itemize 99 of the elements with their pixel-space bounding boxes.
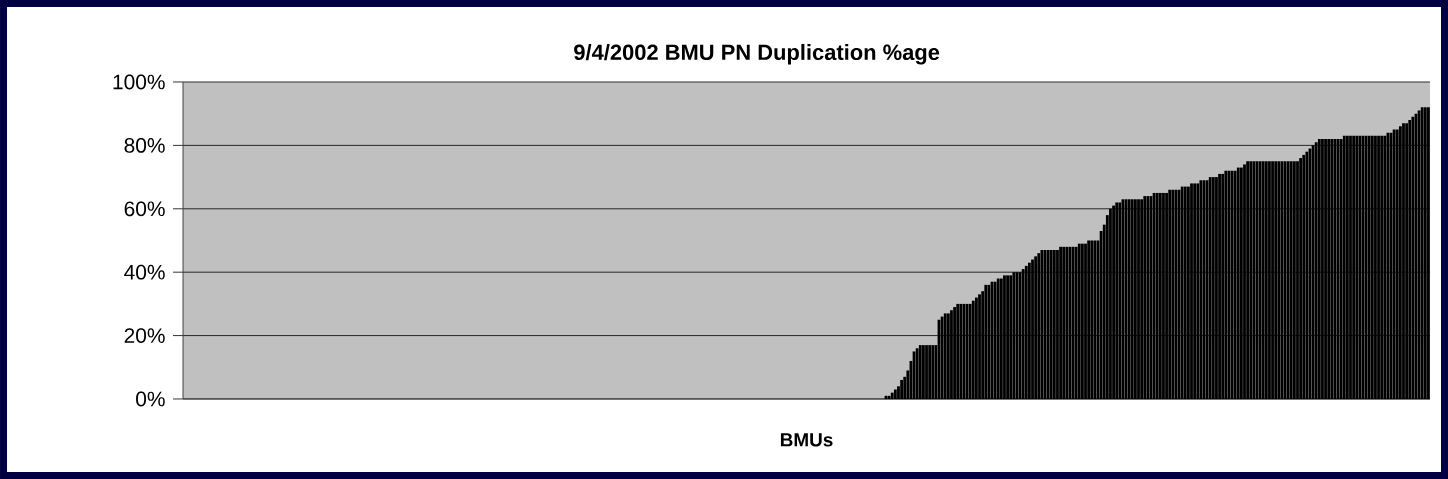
bar	[1059, 246, 1062, 399]
bar	[1243, 164, 1246, 399]
bar	[1423, 107, 1427, 399]
bar	[1211, 177, 1215, 399]
bar	[1221, 173, 1225, 399]
y-tick-label: 80%	[124, 137, 165, 153]
y-tick-label: 0%	[136, 391, 165, 407]
bar	[1190, 183, 1193, 399]
y-tick-label: 20%	[124, 328, 165, 343]
bar	[953, 307, 956, 399]
bar	[931, 345, 935, 399]
bar	[1090, 240, 1094, 399]
bar	[996, 278, 1000, 399]
bar	[1345, 135, 1349, 399]
y-tick-label: 100%	[113, 74, 165, 90]
bar	[1049, 250, 1053, 399]
bar	[984, 284, 988, 399]
bar	[1077, 243, 1081, 399]
bar	[1321, 139, 1324, 399]
bar	[1374, 135, 1377, 399]
bar	[1249, 161, 1253, 399]
bar	[1268, 161, 1271, 399]
bar	[918, 345, 922, 399]
bar	[1158, 192, 1162, 399]
bar	[956, 303, 960, 399]
bar	[1292, 161, 1296, 399]
bar	[1056, 250, 1059, 399]
bar	[1236, 167, 1240, 399]
bar	[1402, 123, 1405, 399]
bar	[1355, 135, 1359, 399]
bar	[1246, 161, 1250, 399]
bar	[1062, 246, 1066, 399]
bar	[1006, 275, 1009, 399]
bar	[1087, 240, 1091, 399]
bar	[1168, 189, 1172, 399]
bar	[1137, 199, 1140, 399]
bar	[1302, 154, 1306, 399]
bar	[1186, 186, 1190, 399]
bar	[999, 278, 1003, 399]
x-axis-title: BMUs	[780, 433, 833, 447]
bar	[1349, 135, 1352, 399]
bar	[922, 345, 925, 399]
bar	[1427, 107, 1430, 399]
bar	[928, 345, 932, 399]
bar	[1405, 123, 1409, 399]
bar	[1143, 196, 1147, 399]
bar	[1133, 199, 1137, 399]
bar	[925, 345, 928, 399]
bar	[950, 310, 953, 399]
bar	[1003, 275, 1006, 399]
bar	[1327, 139, 1331, 399]
y-tick-label: 60%	[124, 201, 165, 217]
bar	[1380, 135, 1384, 399]
bar	[1218, 173, 1221, 399]
bar	[1274, 161, 1278, 399]
bar	[1317, 139, 1321, 399]
bar	[1264, 161, 1268, 399]
bar	[1031, 259, 1034, 399]
bar	[1239, 167, 1243, 399]
bar	[1024, 265, 1028, 399]
bar	[1377, 135, 1380, 399]
bar	[1028, 262, 1031, 399]
bar	[975, 297, 978, 399]
bar	[1398, 126, 1402, 399]
bar	[1009, 275, 1013, 399]
bar	[1324, 139, 1327, 399]
bar	[1130, 199, 1134, 399]
bar	[1289, 161, 1293, 399]
y-tick-label: 40%	[124, 264, 165, 280]
bar	[1034, 256, 1038, 399]
bar	[890, 392, 894, 399]
bar	[1037, 253, 1041, 399]
bar	[946, 313, 950, 399]
bar	[1140, 199, 1144, 399]
bar	[1052, 250, 1056, 399]
bar	[1080, 243, 1084, 399]
bar	[1155, 192, 1159, 399]
bar	[1271, 161, 1274, 399]
bar	[1296, 161, 1299, 399]
bar	[1193, 183, 1197, 399]
chart-title: 9/4/2002 BMU PN Duplication %age	[574, 43, 940, 65]
bar	[1408, 120, 1412, 399]
bar	[978, 294, 981, 399]
bar	[1352, 135, 1356, 399]
bar	[1196, 183, 1200, 399]
bar	[1084, 243, 1087, 399]
bar	[1395, 129, 1399, 399]
bar	[971, 300, 975, 399]
bar	[1342, 135, 1346, 399]
bar	[1165, 192, 1168, 399]
bar	[1162, 192, 1165, 399]
bar	[943, 313, 947, 399]
bar	[1299, 158, 1303, 399]
bar	[1115, 202, 1119, 399]
bar	[900, 379, 903, 399]
bar	[1183, 186, 1187, 399]
bar	[893, 389, 897, 399]
bar	[1215, 177, 1218, 399]
bar	[1370, 135, 1374, 399]
